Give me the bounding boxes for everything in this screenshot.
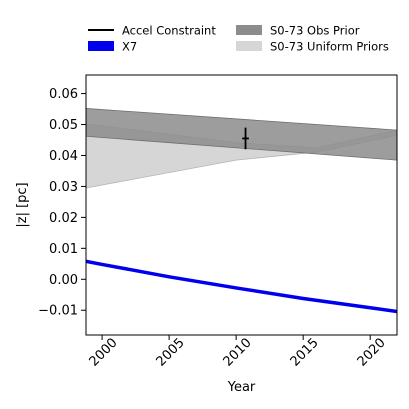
legend-label-s0-73-obs-prior: S0-73 Obs Prior (270, 24, 360, 38)
x-tick-label: 2000 (87, 336, 121, 370)
y-axis: −0.01 0.00 0.01 0.02 0.03 0.04 0.05 0.06 (38, 87, 86, 319)
legend-swatch-x7 (88, 41, 114, 51)
data-layer (86, 108, 397, 314)
y-tick-label: 0.01 (49, 242, 78, 257)
y-tick-label: 0.03 (49, 180, 78, 195)
x-tick-label: 2015 (288, 336, 322, 370)
x-tick-label: 2010 (221, 336, 255, 370)
s0-73-obs-prior-band (86, 108, 397, 161)
y-tick-label: 0.06 (49, 87, 78, 102)
y-tick-label: 0.05 (49, 118, 78, 133)
y-axis-label: |z| [pc] (15, 182, 30, 227)
legend: Accel Constraint X7 S0-73 Obs Prior S0-73 U… (88, 24, 389, 54)
legend-label-x7: X7 (122, 40, 137, 54)
y-tick-label: 0.00 (49, 273, 78, 288)
x7-line (86, 259, 397, 314)
x-axis: 2000 2005 2010 2015 2020 (87, 335, 389, 370)
plot-frame (85, 74, 398, 336)
y-tick-label: 0.04 (49, 149, 78, 164)
plot-area (85, 74, 398, 336)
legend-swatch-s0-73-uniform-priors (236, 41, 262, 51)
x-tick-label: 2005 (154, 336, 188, 370)
legend-label-accel-constraint: Accel Constraint (122, 24, 216, 38)
legend-label-s0-73-uniform-priors: S0-73 Uniform Priors (270, 40, 389, 54)
x-tick-label: 2020 (355, 336, 389, 370)
y-tick-label: 0.02 (49, 211, 78, 226)
x-axis-label: Year (227, 380, 256, 395)
legend-swatch-s0-73-obs-prior (236, 25, 262, 35)
y-tick-label: −0.01 (38, 304, 78, 319)
